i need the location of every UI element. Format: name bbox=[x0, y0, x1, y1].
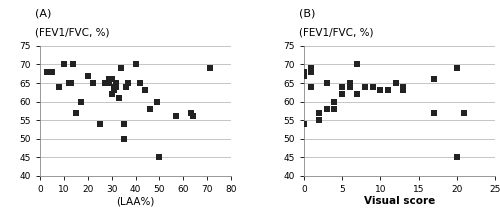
Point bbox=[338, 92, 346, 96]
Point bbox=[453, 66, 461, 70]
Text: (A): (A) bbox=[35, 9, 51, 19]
X-axis label: Visual score: Visual score bbox=[364, 196, 435, 206]
Point bbox=[100, 81, 108, 85]
Point bbox=[460, 111, 468, 114]
Point bbox=[315, 111, 323, 114]
Point bbox=[315, 118, 323, 122]
Point bbox=[141, 89, 149, 92]
Point bbox=[323, 107, 331, 111]
Point bbox=[64, 81, 72, 85]
Point bbox=[430, 78, 438, 81]
Point bbox=[146, 107, 154, 111]
Text: (FEV1/FVC, %): (FEV1/FVC, %) bbox=[299, 28, 374, 38]
Point bbox=[189, 115, 197, 118]
Point bbox=[300, 70, 308, 74]
Point bbox=[153, 100, 161, 103]
Point bbox=[338, 85, 346, 88]
Point bbox=[115, 96, 123, 99]
Point bbox=[186, 111, 194, 114]
Text: (B): (B) bbox=[299, 9, 315, 19]
Point bbox=[117, 66, 125, 70]
Point bbox=[300, 70, 308, 74]
Point bbox=[120, 122, 128, 125]
Point bbox=[430, 111, 438, 114]
Point bbox=[392, 81, 400, 85]
Point bbox=[70, 63, 78, 66]
Point bbox=[72, 111, 80, 114]
Point bbox=[172, 115, 180, 118]
Point bbox=[330, 107, 338, 111]
Point bbox=[67, 81, 75, 85]
Point bbox=[330, 100, 338, 103]
Point bbox=[308, 85, 316, 88]
Point bbox=[110, 89, 118, 92]
Point bbox=[112, 85, 120, 88]
Point bbox=[124, 81, 132, 85]
Point bbox=[122, 85, 130, 88]
Point bbox=[110, 85, 118, 88]
Point bbox=[354, 92, 362, 96]
Point bbox=[323, 81, 331, 85]
Point bbox=[376, 89, 384, 92]
Point bbox=[399, 85, 407, 88]
X-axis label: (LAA%): (LAA%) bbox=[116, 196, 155, 206]
Point bbox=[323, 81, 331, 85]
Point bbox=[399, 89, 407, 92]
Point bbox=[43, 70, 51, 74]
Point bbox=[55, 85, 63, 88]
Point bbox=[453, 155, 461, 159]
Point bbox=[88, 81, 96, 85]
Point bbox=[308, 70, 316, 74]
Point bbox=[346, 85, 354, 88]
Point bbox=[132, 63, 140, 66]
Point bbox=[308, 66, 316, 70]
Point bbox=[48, 70, 56, 74]
Point bbox=[354, 63, 362, 66]
Point bbox=[106, 78, 114, 81]
Text: (FEV1/FVC, %): (FEV1/FVC, %) bbox=[35, 28, 110, 38]
Point bbox=[120, 137, 128, 140]
Point bbox=[300, 74, 308, 77]
Point bbox=[368, 85, 376, 88]
Point bbox=[346, 81, 354, 85]
Point bbox=[112, 81, 120, 85]
Point bbox=[60, 63, 68, 66]
Point bbox=[96, 122, 104, 125]
Point bbox=[156, 155, 164, 159]
Point bbox=[84, 74, 92, 77]
Point bbox=[136, 81, 144, 85]
Point bbox=[106, 81, 114, 85]
Point bbox=[76, 100, 84, 103]
Point bbox=[300, 122, 308, 125]
Point bbox=[384, 89, 392, 92]
Point bbox=[361, 85, 369, 88]
Point bbox=[108, 92, 116, 96]
Point bbox=[206, 66, 214, 70]
Point bbox=[108, 78, 116, 81]
